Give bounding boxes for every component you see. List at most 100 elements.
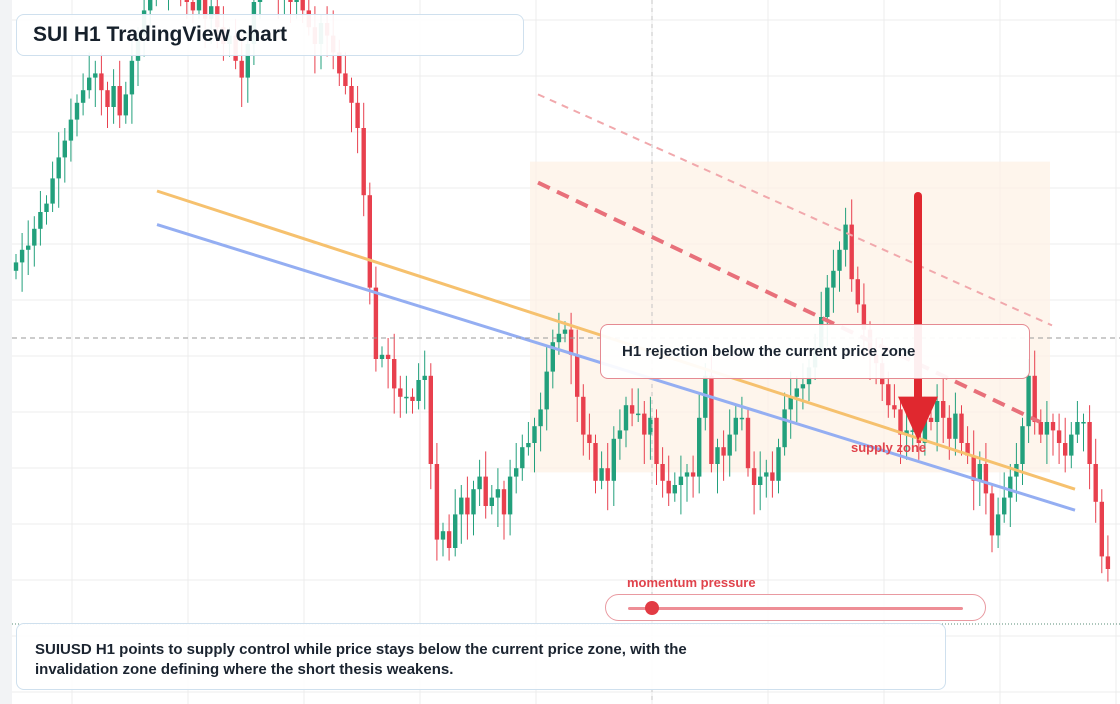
candle-body (343, 73, 348, 86)
candle-body (666, 480, 671, 494)
candle-body (483, 476, 488, 506)
candle-body (690, 472, 696, 477)
candle-body (62, 140, 67, 158)
candle-body (385, 354, 391, 359)
candle-body (129, 60, 135, 95)
candle-body (843, 224, 848, 250)
candle-body (392, 359, 397, 389)
candle-body (568, 329, 574, 355)
candle-body (68, 119, 74, 141)
momentum-pressure-bar[interactable] (605, 594, 986, 621)
candle-body (80, 90, 86, 103)
candle-body (495, 489, 501, 498)
candle-body (1069, 434, 1074, 456)
candle-body (989, 493, 995, 536)
candle-body (1008, 476, 1013, 498)
momentum-track (628, 607, 963, 610)
candle-body (636, 413, 641, 416)
candle-body (294, 0, 299, 2)
candle-body (465, 497, 470, 515)
candle-body (837, 249, 842, 271)
candle-body (1050, 422, 1056, 431)
candle-body (184, 0, 189, 2)
summary-line-2: invalidation zone defining where the sho… (35, 661, 454, 678)
candle-body (300, 0, 305, 11)
candle-body (642, 413, 647, 435)
candle-body (593, 443, 598, 481)
candle-body (26, 245, 31, 250)
candle-body (38, 212, 43, 229)
candle-body (629, 405, 635, 414)
candle-body (398, 388, 403, 397)
candle-body (1056, 430, 1062, 443)
candle-body (947, 417, 952, 439)
candle-body (209, 6, 214, 19)
candle-body (514, 468, 519, 477)
candle-body (861, 304, 867, 330)
candle-body (99, 73, 104, 91)
candle-body (922, 417, 928, 443)
candle-body (977, 464, 982, 481)
candle-body (648, 417, 653, 435)
candle-body (428, 375, 433, 464)
candle-body (849, 224, 854, 280)
momentum-knob[interactable] (645, 601, 659, 615)
candle-body (697, 417, 702, 477)
candle-body (501, 489, 507, 515)
chart-overlays (12, 0, 1120, 704)
candle-body (410, 396, 415, 401)
candle-body (831, 270, 836, 288)
candle-body (32, 228, 37, 246)
candle-body (13, 262, 19, 271)
candle-body (19, 249, 25, 263)
summary-line-1: SUIUSD H1 points to supply control while… (35, 641, 687, 658)
candle-body (367, 195, 372, 288)
candle-body (105, 90, 110, 107)
candle-body (1020, 426, 1025, 464)
candle-body (477, 476, 482, 490)
candle-body (550, 342, 555, 372)
candle-body (556, 333, 562, 343)
candle-body (446, 531, 452, 548)
candle-body (684, 472, 690, 477)
candle-body (111, 86, 116, 107)
candle-body (575, 354, 580, 397)
candle-body (379, 354, 385, 359)
candle-body (245, 44, 250, 78)
candle-body (1093, 464, 1098, 502)
candle-body (672, 485, 677, 494)
candle-body (1099, 501, 1104, 557)
candle-body (581, 396, 586, 435)
candlestick-series (13, 0, 1111, 582)
upper-projection-line (537, 93, 1053, 327)
momentum-label: momentum pressure (627, 575, 756, 590)
rejection-callout: H1 rejection below the current price zon… (600, 324, 1030, 379)
candle-body (886, 384, 891, 406)
lower-projection-line (537, 180, 1041, 424)
candle-body (892, 405, 897, 410)
candle-body (782, 409, 787, 448)
candle-body (733, 417, 738, 435)
candle-body (1087, 422, 1092, 464)
candle-body (715, 447, 720, 464)
candle-body (93, 73, 98, 78)
candle-body (239, 60, 244, 78)
candle-body (123, 94, 128, 116)
candle-body (587, 434, 592, 443)
candle-body (758, 476, 763, 485)
candle-body (623, 405, 629, 431)
candle-body (764, 472, 769, 477)
candle-body (373, 287, 379, 359)
left-scale-strip (0, 0, 12, 704)
candle-body (959, 413, 964, 443)
arrow-down-icon-head (898, 396, 938, 441)
candle-body (404, 396, 409, 399)
candle-body (349, 86, 354, 103)
candle-body (825, 287, 830, 317)
candle-body (526, 443, 531, 448)
candle-body (971, 455, 976, 481)
candle-body (422, 375, 427, 380)
candle-body (74, 102, 80, 120)
candle-body (617, 430, 623, 439)
